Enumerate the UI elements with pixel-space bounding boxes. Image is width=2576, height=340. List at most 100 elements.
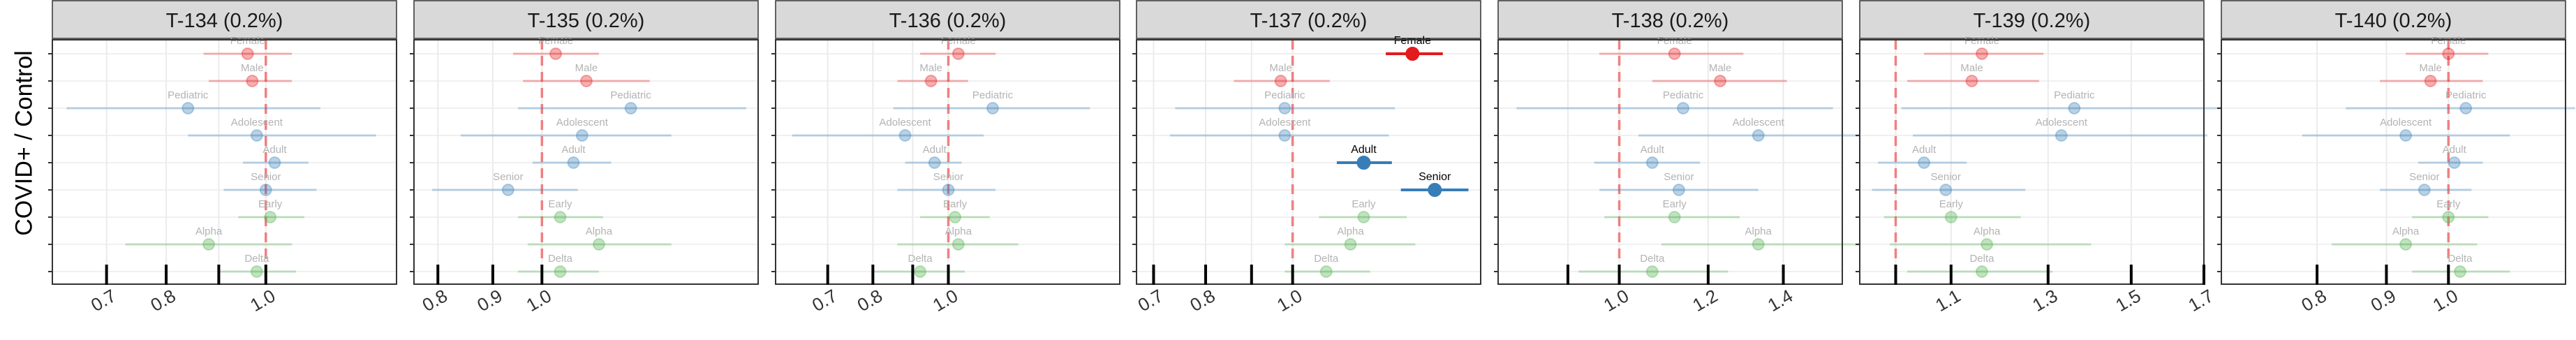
x-tick-label: 1.3: [2029, 285, 2061, 316]
point-pediatric: [182, 102, 195, 114]
facet-title-5: T-138 (0.2%): [1612, 10, 1729, 32]
point-delta: [250, 265, 263, 278]
x-tick-label: 0.7: [87, 285, 119, 316]
point-label-male: Male: [575, 62, 598, 74]
point-male: [2424, 75, 2437, 87]
facet-strip-1: [52, 0, 397, 39]
point-early: [1668, 211, 1681, 223]
x-tick-label: 1.0: [1600, 285, 1632, 316]
point-male: [579, 75, 593, 87]
point-label-adolescent: Adolescent: [556, 117, 609, 128]
panel-border-2: [413, 39, 759, 285]
point-label-pediatric: Pediatric: [2054, 89, 2095, 101]
facet-title-3: T-136 (0.2%): [889, 10, 1007, 32]
point-label-adult: Adult: [923, 144, 947, 156]
point-alpha: [1981, 238, 1994, 251]
point-female: [2442, 47, 2455, 60]
point-label-senior: Senior: [1931, 171, 1961, 183]
point-adolescent: [250, 129, 263, 142]
point-label-adult: Adult: [1641, 144, 1665, 156]
point-label-female: Female: [1964, 35, 1999, 47]
point-label-adolescent: Adolescent: [1259, 117, 1311, 128]
point-adult: [1356, 156, 1371, 170]
point-female: [241, 47, 254, 60]
x-tick-label: 0.9: [2367, 285, 2399, 316]
x-tick-label: 1.7: [2184, 285, 2216, 316]
x-tick-label: 1.0: [1273, 285, 1305, 316]
point-label-pediatric: Pediatric: [1264, 89, 1305, 101]
point-label-pediatric: Pediatric: [2445, 89, 2487, 101]
point-pediatric: [2459, 102, 2473, 114]
point-senior: [1939, 184, 1953, 196]
point-label-pediatric: Pediatric: [168, 89, 209, 101]
point-delta: [1645, 265, 1659, 278]
point-label-delta: Delta: [1314, 253, 1339, 265]
point-senior: [942, 184, 955, 196]
point-senior: [1672, 184, 1685, 196]
point-early: [1944, 211, 1957, 223]
panel-background-4: [1137, 40, 1481, 284]
point-adult: [1645, 156, 1659, 169]
facet-strip-4: [1136, 0, 1481, 39]
point-label-adult: Adult: [561, 144, 586, 156]
point-early: [949, 211, 962, 223]
point-pediatric: [1677, 102, 1690, 114]
facet-strip-6: [1859, 0, 2205, 39]
x-tick-label: 1.0: [246, 285, 279, 316]
point-label-adolescent: Adolescent: [879, 117, 931, 128]
panel-border-7: [2221, 39, 2566, 285]
point-label-early: Early: [2436, 198, 2461, 210]
point-label-female: Female: [1657, 35, 1692, 47]
point-pediatric: [1278, 102, 1291, 114]
point-alpha: [202, 238, 216, 251]
point-senior: [1428, 183, 1442, 197]
point-label-male: Male: [1709, 62, 1732, 74]
x-tick-label: 0.8: [147, 285, 179, 316]
point-label-female: Female: [2431, 35, 2466, 47]
panel-background-7: [2221, 40, 2566, 284]
facet-strip-7: [2221, 0, 2566, 39]
point-label-delta: Delta: [1640, 253, 1665, 265]
point-label-alpha: Alpha: [586, 226, 613, 237]
point-adolescent: [575, 129, 589, 142]
x-tick-label: 1.0: [523, 285, 555, 316]
point-male: [1714, 75, 1727, 87]
point-label-adolescent: Adolescent: [2036, 117, 2088, 128]
point-label-delta: Delta: [244, 253, 269, 265]
point-label-alpha: Alpha: [2392, 226, 2420, 237]
point-label-early: Early: [258, 198, 283, 210]
point-pediatric: [986, 102, 999, 114]
point-label-early: Early: [548, 198, 572, 210]
x-tick-label: 1.0: [2429, 285, 2462, 316]
panel-border-1: [52, 39, 397, 285]
point-alpha: [1752, 238, 1765, 251]
point-delta: [2453, 265, 2466, 278]
point-senior: [2418, 184, 2431, 196]
point-senior: [259, 184, 272, 196]
facet-title-4: T-137 (0.2%): [1250, 10, 1368, 32]
point-delta: [1319, 265, 1333, 278]
x-tick-label: 0.8: [854, 285, 886, 316]
point-adolescent: [2399, 129, 2413, 142]
point-label-adolescent: Adolescent: [2380, 117, 2432, 128]
point-early: [1357, 211, 1370, 223]
point-label-adult: Adult: [1351, 144, 1377, 156]
point-label-delta: Delta: [548, 253, 573, 265]
point-male: [1274, 75, 1287, 87]
point-label-male: Male: [919, 62, 942, 74]
x-tick-label: 0.7: [1134, 285, 1167, 316]
point-label-pediatric: Pediatric: [972, 89, 1014, 101]
x-tick-label: 1.2: [1689, 285, 1721, 316]
point-female: [1975, 47, 1988, 60]
point-alpha: [2399, 238, 2413, 251]
panel-border-4: [1136, 39, 1481, 285]
x-tick-label: 1.5: [2112, 285, 2144, 316]
x-tick-label: 1.1: [1932, 285, 1964, 316]
point-label-alpha: Alpha: [195, 226, 223, 237]
point-label-pediatric: Pediatric: [1663, 89, 1704, 101]
point-label-adult: Adult: [2443, 144, 2467, 156]
point-early: [554, 211, 567, 223]
point-label-adolescent: Adolescent: [231, 117, 283, 128]
point-adolescent: [1278, 129, 1291, 142]
